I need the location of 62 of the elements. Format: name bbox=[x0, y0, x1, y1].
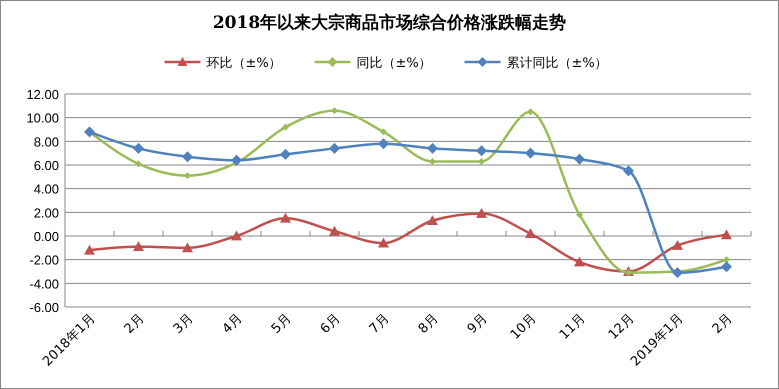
y-tick-label: -2.00 bbox=[29, 252, 59, 268]
x-tick-label: 3月 bbox=[170, 311, 196, 337]
point bbox=[280, 148, 291, 160]
y-tick-label: 4.00 bbox=[34, 182, 59, 197]
y-tick-label: 8.00 bbox=[34, 134, 59, 150]
legend-label: 环比（±%） bbox=[206, 56, 282, 71]
point bbox=[427, 142, 438, 154]
point bbox=[133, 241, 144, 252]
x-tick-label: 2月 bbox=[122, 311, 148, 337]
point bbox=[574, 154, 585, 165]
legend-label: 同比（±%） bbox=[356, 56, 432, 71]
x-tick-label: 6月 bbox=[318, 311, 344, 337]
point bbox=[378, 238, 389, 248]
y-tick-label: 0.00 bbox=[34, 229, 59, 244]
point bbox=[672, 240, 683, 250]
legend-label: 累计同比（±%） bbox=[506, 56, 608, 71]
point bbox=[380, 128, 387, 136]
point bbox=[427, 215, 438, 226]
point bbox=[135, 160, 142, 168]
point bbox=[525, 228, 536, 238]
point bbox=[721, 229, 732, 240]
point bbox=[182, 151, 193, 162]
point bbox=[527, 108, 534, 116]
point bbox=[721, 261, 732, 272]
chart-title: 2018年以来大宗商品市场综合价格涨跌幅走势 bbox=[212, 13, 566, 33]
point bbox=[574, 256, 585, 266]
x-tick-label: 9月 bbox=[464, 311, 490, 337]
point bbox=[672, 267, 683, 278]
x-tick-label: 8月 bbox=[416, 311, 442, 337]
point bbox=[184, 172, 191, 180]
point bbox=[331, 107, 338, 114]
x-tick-label: 11月 bbox=[556, 311, 588, 343]
point bbox=[182, 242, 193, 252]
point bbox=[329, 142, 340, 154]
x-tick-label: 12月 bbox=[606, 311, 638, 343]
point bbox=[378, 138, 389, 150]
y-tick-label: 6.00 bbox=[34, 158, 59, 173]
point bbox=[525, 148, 536, 159]
point bbox=[476, 208, 487, 218]
point bbox=[280, 212, 291, 223]
y-tick-label: 10.00 bbox=[26, 110, 59, 126]
x-tick-label: 2月 bbox=[710, 311, 736, 337]
x-tick-label: 7月 bbox=[366, 311, 392, 337]
x-tick-label: 4月 bbox=[220, 311, 246, 337]
point bbox=[723, 256, 730, 264]
y-tick-label: -6.00 bbox=[29, 300, 59, 315]
point bbox=[623, 165, 634, 176]
x-tick-label: 5月 bbox=[268, 311, 294, 337]
y-tick-label: 2.00 bbox=[34, 205, 59, 220]
point bbox=[133, 142, 144, 154]
point bbox=[231, 230, 242, 240]
x-tick-label: 10月 bbox=[508, 311, 540, 343]
point bbox=[476, 145, 487, 156]
point bbox=[478, 158, 485, 165]
point bbox=[576, 211, 583, 218]
point bbox=[282, 124, 289, 131]
y-tick-label: -4.00 bbox=[29, 276, 59, 292]
point bbox=[329, 226, 340, 236]
point bbox=[84, 244, 95, 255]
point bbox=[231, 154, 242, 166]
point bbox=[429, 158, 436, 165]
y-tick-label: 12.00 bbox=[26, 87, 59, 102]
